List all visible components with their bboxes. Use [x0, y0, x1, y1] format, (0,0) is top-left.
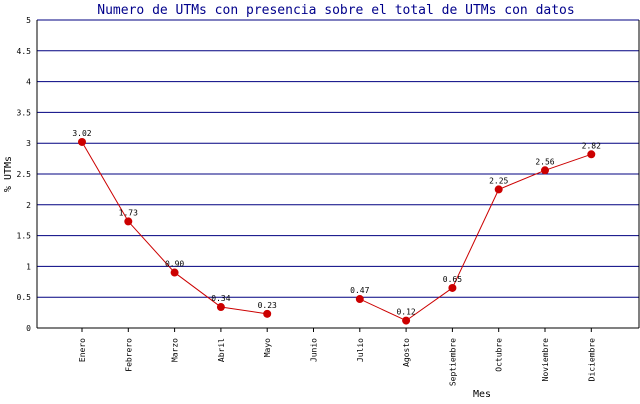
y-tick-label: 1.5: [17, 232, 32, 241]
data-point: [78, 137, 86, 146]
series-line-segment: [405, 287, 453, 322]
data-point: [402, 316, 411, 325]
data-point: [124, 217, 133, 226]
x-tick-label: Mayo: [263, 338, 272, 357]
y-tick-label: 4: [26, 78, 31, 87]
x-tick-label: Marzo: [171, 338, 180, 362]
data-labels: 3.02 1.73 0.90 0.34 0.23 0.47 0.12 0.65 2.25 2.56…: [72, 129, 601, 317]
series-line-segment: [359, 298, 407, 322]
data-label: 0.90: [165, 260, 184, 269]
y-tick-label: 5: [26, 16, 31, 25]
x-tick-label: Septiembre: [448, 338, 457, 386]
series-line-segment: [127, 221, 175, 273]
y-tick-label: 3.5: [17, 108, 32, 117]
series-line-segment: [220, 306, 268, 315]
data-point: [216, 303, 225, 312]
series-line-segment: [174, 272, 222, 308]
y-axis-label: % UTMs: [3, 156, 14, 192]
data-label: 0.23: [258, 301, 277, 310]
x-tick-label: Abril: [217, 338, 226, 362]
chart-title: Numero de UTMs con presencia sobre el to…: [97, 3, 574, 18]
y-tick-label: 0: [26, 324, 31, 333]
data-point: [541, 166, 549, 175]
data-label: 0.34: [211, 294, 230, 303]
series-line-segment: [498, 169, 546, 190]
series-line-segment: [81, 141, 129, 222]
y-tick-label: 2: [26, 201, 31, 210]
series-line-segment: [544, 153, 592, 171]
data-label: 1.73: [119, 208, 138, 217]
data-point: [494, 185, 503, 194]
data-point: [355, 295, 364, 304]
x-tick-labels: Enero Febrero Marzo Abril Mayo Junio Julio Agos…: [78, 338, 596, 386]
data-label: 0.12: [396, 308, 415, 317]
x-axis-label: Mes: [473, 389, 491, 400]
data-label: 2.25: [489, 176, 508, 185]
data-point: [170, 268, 179, 277]
data-label: 0.65: [443, 275, 462, 284]
y-tick-label: 0.5: [17, 293, 32, 302]
data-series: [78, 137, 596, 325]
x-tick-label: Octubre: [495, 338, 504, 372]
data-label: 3.02: [72, 129, 91, 138]
data-label: 2.82: [582, 141, 601, 150]
x-tick-label: Junio: [310, 338, 319, 362]
data-point: [587, 150, 596, 159]
y-tick-label: 1: [26, 262, 31, 271]
y-tick-label: 3: [26, 139, 31, 148]
data-label: 2.56: [535, 157, 554, 166]
x-tick-label: Julio: [356, 338, 365, 362]
data-label: 0.47: [350, 286, 369, 295]
series-line-segment: [451, 189, 500, 289]
x-tick-label: Enero: [78, 338, 87, 362]
y-tick-label: 4.5: [17, 47, 32, 56]
axes: [36, 20, 640, 332]
x-tick-label: Diciembre: [587, 338, 596, 382]
y-tick-label: 2.5: [17, 170, 32, 179]
grid-lines: [37, 19, 639, 298]
data-point: [263, 309, 272, 318]
x-tick-label: Febrero: [124, 338, 133, 372]
data-point: [448, 283, 457, 292]
x-tick-label: Noviembre: [541, 338, 550, 382]
y-tick-labels: 0 0.5 1 1.5 2 2.5 3 3.5 4 4.5 5: [17, 16, 32, 333]
x-tick-label: Agosto: [402, 338, 411, 367]
